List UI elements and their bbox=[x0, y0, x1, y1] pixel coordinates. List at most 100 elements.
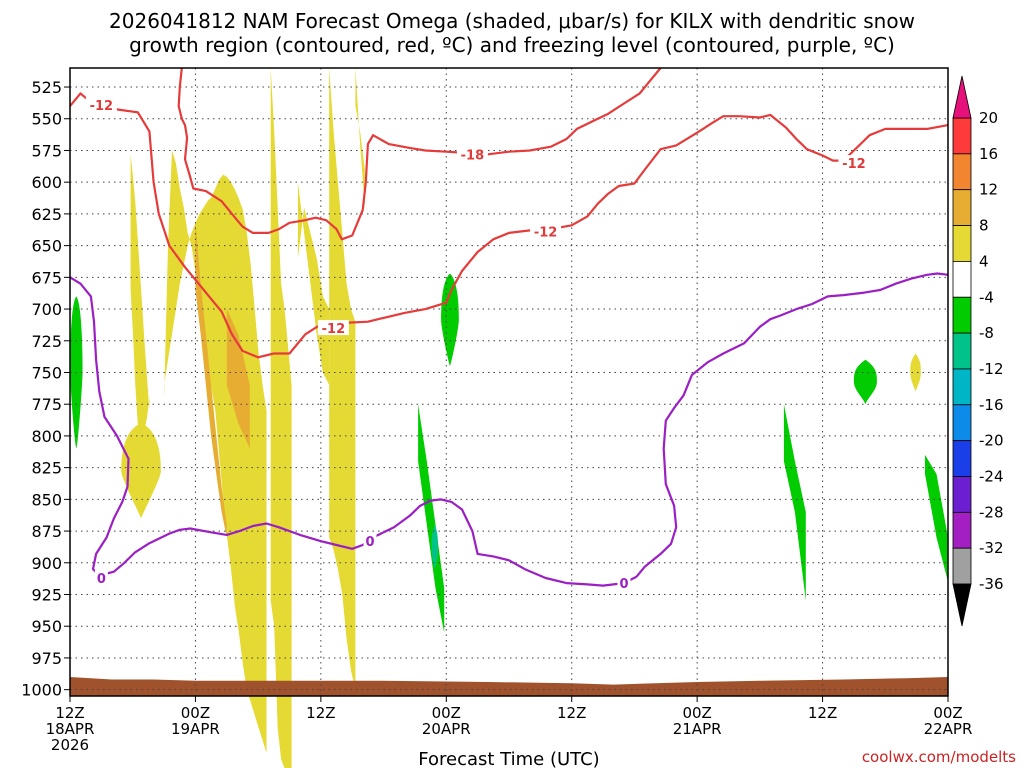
colorbar-label-6: -8 bbox=[979, 324, 994, 342]
omega-region-11 bbox=[441, 273, 459, 367]
x-tick-label-2-1: 12Z bbox=[306, 704, 335, 722]
y-tick-label-975: 975 bbox=[31, 649, 62, 668]
chart-title-line-1: 2026041812 NAM Forecast Omega (shaded, μ… bbox=[109, 9, 915, 33]
omega-region-15 bbox=[853, 359, 877, 405]
x-tick-label-1-1: 00Z bbox=[181, 704, 210, 722]
colorbar-label-3: 8 bbox=[979, 217, 989, 235]
contour-label-2: -12 bbox=[534, 226, 558, 241]
y-tick-label-725: 725 bbox=[31, 332, 62, 351]
contour-label-bg-1 bbox=[456, 146, 488, 162]
contour-label-3: -12 bbox=[322, 322, 346, 337]
contour-label-bg-7 bbox=[617, 575, 631, 591]
y-tick-label-700: 700 bbox=[31, 300, 62, 319]
x-tick-label-1-2: 19APR bbox=[171, 720, 220, 738]
colorbar-label-2: 12 bbox=[979, 181, 998, 199]
contour-label-bg-4 bbox=[838, 155, 870, 171]
omega-region-7 bbox=[226, 309, 250, 449]
y-tick-label-950: 950 bbox=[31, 617, 62, 636]
x-tick-label-3-1: 00Z bbox=[432, 704, 461, 722]
colorbar-swatch-6 bbox=[952, 332, 972, 370]
omega-region-5 bbox=[355, 68, 365, 208]
colorbar-swatch-1 bbox=[952, 153, 972, 191]
contour-label-5: 0 bbox=[97, 572, 106, 587]
plot-background bbox=[70, 68, 948, 696]
y-tick-label-750: 750 bbox=[31, 363, 62, 382]
colorbar-label-4: 4 bbox=[979, 252, 989, 270]
grid-layer bbox=[70, 68, 948, 696]
omega-region-9 bbox=[910, 353, 921, 392]
red-contour-1 bbox=[177, 67, 662, 241]
colorbar-swatch-0 bbox=[952, 117, 972, 155]
red-contour-0 bbox=[69, 92, 949, 359]
omega-region-14 bbox=[783, 404, 806, 601]
contour-label-bg-2 bbox=[530, 223, 562, 239]
colorbar-label-5: -4 bbox=[979, 288, 994, 306]
colorbar-label-12: -32 bbox=[979, 539, 1004, 557]
colorbar-swatch-12 bbox=[952, 547, 972, 585]
y-tick-label-825: 825 bbox=[31, 459, 62, 478]
terrain-fill bbox=[70, 677, 948, 696]
omega-region-12 bbox=[418, 404, 445, 633]
colorbar-label-0: 20 bbox=[979, 109, 998, 127]
colorbar-swatch-8 bbox=[952, 404, 972, 442]
x-tick-label-7-1: 00Z bbox=[933, 704, 962, 722]
y-tick-label-775: 775 bbox=[31, 395, 62, 414]
y-tick-label-800: 800 bbox=[31, 427, 62, 446]
omega-region-13 bbox=[431, 524, 438, 570]
x-tick-label-0-3: 2026 bbox=[51, 736, 89, 754]
omega-region-1 bbox=[164, 150, 267, 754]
omega-region-2 bbox=[270, 68, 292, 768]
colorbar-swatch-3 bbox=[952, 225, 972, 262]
colorbar-swatch-7 bbox=[952, 368, 972, 406]
colorbar-label-7: -12 bbox=[979, 360, 1004, 378]
chart-title-line-2: growth region (contoured, red, ºC) and f… bbox=[129, 33, 895, 57]
x-axis-label: Forecast Time (UTC) bbox=[418, 749, 599, 768]
x-tick-label-6-1: 12Z bbox=[808, 704, 837, 722]
y-tick-label-575: 575 bbox=[31, 141, 62, 160]
contour-label-4: -12 bbox=[842, 157, 866, 172]
colorbar-label-10: -24 bbox=[979, 468, 1004, 486]
colorbar-swatch-9 bbox=[952, 440, 972, 477]
colorbar: 20 16 12 8 4 -4 -8 -12 -16 -20 -24 -28 -32 -36 bbox=[952, 75, 1004, 627]
contour-label-1: -18 bbox=[461, 148, 485, 163]
x-tick-label-5-2: 21APR bbox=[673, 720, 722, 738]
colorbar-label-1: 16 bbox=[979, 145, 998, 163]
contour-label-bg-3 bbox=[317, 320, 349, 336]
contour-label-bg-0 bbox=[85, 96, 117, 112]
y-tick-label-925: 925 bbox=[31, 586, 62, 605]
colorbar-swatch-5 bbox=[952, 296, 972, 334]
credit-link[interactable]: coolwx.com/modelts bbox=[862, 748, 1016, 766]
x-tick-label-0-2: 18APR bbox=[46, 720, 95, 738]
contour-label-layer: -12 -18 -12 -12 -12 0 0 0 bbox=[85, 96, 870, 592]
contour-label-7: 0 bbox=[619, 577, 628, 592]
colorbar-label-13: -36 bbox=[979, 575, 1004, 593]
y-tick-label-850: 850 bbox=[31, 490, 62, 509]
contour-label-0: -12 bbox=[90, 99, 114, 114]
x-tick-label-3-2: 20APR bbox=[422, 720, 471, 738]
y-tick-label-550: 550 bbox=[31, 110, 62, 129]
y-axis: 525 550 575 600 625 650 675 700 725 750 775 800 825 8… bbox=[21, 78, 70, 700]
x-tick-label-5-1: 00Z bbox=[682, 704, 711, 722]
plot-frame bbox=[69, 67, 949, 697]
y-tick-label-625: 625 bbox=[31, 205, 62, 224]
omega-region-4 bbox=[329, 68, 356, 690]
omega-region-8 bbox=[121, 423, 161, 519]
terrain-layer bbox=[70, 677, 948, 696]
colorbar-label-9: -20 bbox=[979, 432, 1004, 450]
colorbar-top-arrow bbox=[952, 75, 972, 119]
x-tick-label-7-2: 22APR bbox=[924, 720, 973, 738]
colorbar-swatch-2 bbox=[952, 189, 972, 226]
y-tick-label-650: 650 bbox=[31, 237, 62, 256]
y-tick-label-675: 675 bbox=[31, 268, 62, 287]
x-tick-label-0-1: 12Z bbox=[55, 704, 84, 722]
y-tick-label-600: 600 bbox=[31, 173, 62, 192]
y-tick-label-875: 875 bbox=[31, 522, 62, 541]
contour-label-6: 0 bbox=[365, 535, 374, 550]
plot-area: -12 -18 -12 -12 -12 0 0 0 bbox=[69, 67, 949, 768]
colorbar-swatch-4 bbox=[952, 260, 972, 298]
colorbar-swatch-10 bbox=[952, 476, 972, 513]
x-tick-label-4-1: 12Z bbox=[557, 704, 586, 722]
contour-label-bg-6 bbox=[363, 533, 377, 549]
